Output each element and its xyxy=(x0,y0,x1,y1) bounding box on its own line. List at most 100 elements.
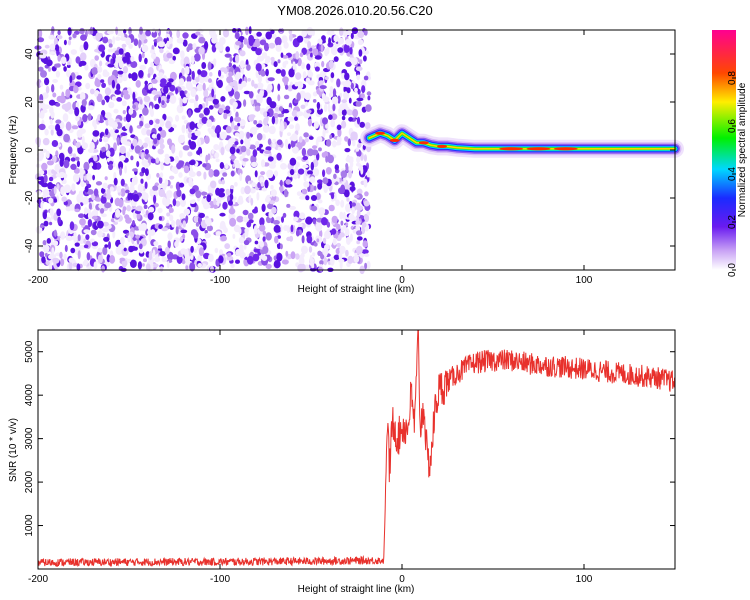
noise-speckle xyxy=(289,157,297,166)
noise-speckle xyxy=(276,139,283,146)
noise-speckle xyxy=(48,99,56,106)
noise-speckle xyxy=(355,101,362,107)
noise-speckle xyxy=(97,66,103,73)
noise-speckle xyxy=(225,46,230,53)
noise-speckle xyxy=(276,152,282,161)
noise-speckle xyxy=(116,30,123,37)
noise-speckle xyxy=(181,124,186,134)
noise-speckle xyxy=(188,177,193,184)
noise-speckle xyxy=(139,99,143,105)
noise-speckle xyxy=(208,105,214,110)
noise-speckle xyxy=(208,84,212,92)
noise-speckle xyxy=(176,29,181,39)
noise-speckle xyxy=(121,100,127,107)
noise-speckle xyxy=(65,88,71,98)
noise-speckle xyxy=(285,250,289,257)
noise-speckle xyxy=(240,139,244,145)
noise-speckle xyxy=(75,141,81,148)
noise-speckle xyxy=(232,233,236,239)
noise-speckle xyxy=(126,205,131,212)
noise-speckle xyxy=(159,266,164,272)
noise-speckle xyxy=(76,263,81,271)
noise-speckle xyxy=(249,187,256,194)
noise-speckle xyxy=(104,176,108,181)
noise-speckle xyxy=(274,235,279,244)
noise-speckle xyxy=(337,95,341,104)
noise-speckle xyxy=(211,149,215,154)
noise-speckle xyxy=(278,106,284,112)
noise-speckle xyxy=(337,47,344,53)
noise-speckle xyxy=(228,62,232,68)
noise-speckle xyxy=(325,123,329,129)
noise-speckle xyxy=(197,123,203,129)
noise-speckle xyxy=(70,49,78,55)
noise-speckle xyxy=(40,110,45,119)
noise-speckle xyxy=(78,245,86,250)
noise-speckle xyxy=(176,104,184,114)
noise-speckle xyxy=(272,220,280,225)
noise-speckle xyxy=(198,75,205,84)
noise-speckle xyxy=(290,224,294,233)
noise-speckle xyxy=(142,107,149,116)
noise-speckle xyxy=(214,152,220,159)
noise-speckle xyxy=(270,189,277,197)
noise-speckle xyxy=(247,77,251,82)
noise-speckle xyxy=(243,239,250,246)
noise-speckle xyxy=(193,248,197,253)
noise-speckle xyxy=(181,193,186,201)
noise-speckle xyxy=(146,129,152,136)
noise-speckle xyxy=(239,119,246,127)
noise-speckle xyxy=(172,55,176,61)
ridge-peak xyxy=(526,147,551,151)
noise-speckle xyxy=(258,143,263,148)
noise-speckle xyxy=(307,80,315,86)
noise-speckle xyxy=(122,56,129,63)
noise-speckle xyxy=(38,170,45,175)
noise-speckle xyxy=(256,147,262,151)
noise-speckle xyxy=(59,251,63,259)
noise-speckle xyxy=(113,177,118,186)
noise-speckle xyxy=(137,261,142,270)
noise-speckle xyxy=(257,74,263,83)
noise-speckle xyxy=(270,29,275,35)
noise-speckle xyxy=(213,198,217,206)
noise-speckle xyxy=(292,174,299,179)
noise-speckle xyxy=(48,124,56,130)
noise-speckle xyxy=(175,219,180,227)
noise-speckle xyxy=(46,238,51,244)
noise-speckle xyxy=(144,168,149,177)
noise-speckle xyxy=(67,61,71,66)
noise-speckle xyxy=(222,172,228,177)
noise-speckle xyxy=(334,164,339,171)
noise-speckle xyxy=(249,126,258,135)
noise-speckle xyxy=(166,212,171,217)
noise-speckle xyxy=(109,255,115,264)
noise-speckle xyxy=(328,59,334,69)
noise-speckle xyxy=(346,109,354,116)
noise-speckle xyxy=(295,162,300,168)
noise-speckle xyxy=(279,243,283,250)
noise-speckle xyxy=(150,53,157,59)
noise-speckle xyxy=(351,27,359,35)
noise-speckle xyxy=(262,230,267,236)
noise-speckle xyxy=(350,131,358,140)
noise-speckle xyxy=(120,136,128,145)
noise-speckle xyxy=(351,207,356,214)
noise-speckle xyxy=(161,256,167,263)
noise-speckle xyxy=(94,197,102,202)
noise-speckle xyxy=(265,68,269,77)
noise-speckle xyxy=(354,194,360,199)
noise-speckle xyxy=(113,221,118,225)
noise-speckle xyxy=(296,191,302,197)
noise-speckle xyxy=(204,41,209,50)
noise-speckle xyxy=(339,103,346,111)
noise-speckle xyxy=(144,181,148,189)
noise-speckle xyxy=(298,254,303,263)
noise-speckle xyxy=(246,131,251,139)
noise-speckle xyxy=(94,55,99,61)
noise-speckle xyxy=(124,214,130,220)
noise-speckle xyxy=(221,179,226,185)
noise-speckle xyxy=(254,140,260,148)
noise-speckle xyxy=(183,56,190,66)
noise-speckle xyxy=(282,212,287,218)
